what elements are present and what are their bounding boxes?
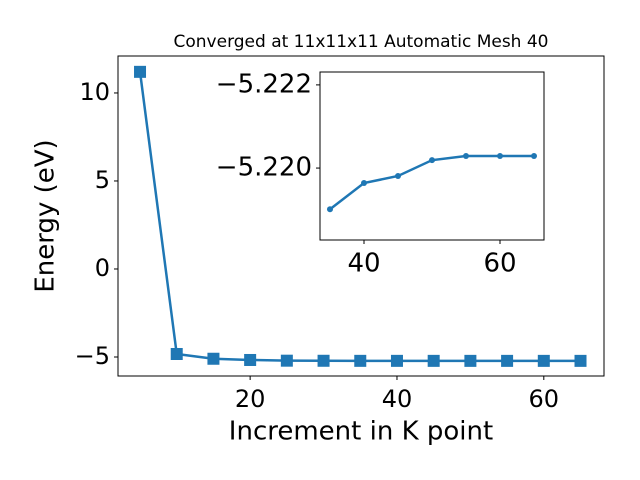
y-tick-label: 5 [95, 166, 110, 194]
chart-title: Converged at 11x11x11 Automatic Mesh 40 [174, 32, 549, 52]
y-tick-label: −5.222 [216, 69, 312, 99]
marker [394, 172, 401, 179]
marker [537, 354, 550, 367]
marker [390, 354, 403, 367]
x-axis-label: Increment in K point [229, 417, 493, 447]
y-tick-label: −5.220 [216, 153, 312, 183]
marker [574, 354, 587, 367]
marker [326, 206, 333, 213]
marker [427, 354, 440, 367]
marker [354, 354, 367, 367]
marker [501, 354, 514, 367]
marker [317, 354, 330, 367]
x-tick-label: 60 [483, 249, 516, 279]
y-axis-label: Energy (eV) [31, 139, 61, 292]
marker [244, 353, 257, 366]
x-tick-label: 20 [235, 385, 266, 413]
y-tick-label: 0 [95, 254, 110, 282]
marker [280, 354, 293, 367]
y-tick-label: 10 [79, 78, 110, 106]
marker [531, 153, 538, 159]
marker [463, 153, 470, 159]
marker [134, 65, 147, 78]
x-tick-label: 40 [382, 385, 413, 413]
marker [170, 347, 183, 360]
x-tick-label: 60 [529, 385, 560, 413]
x-tick-label: 40 [347, 249, 380, 279]
marker [207, 352, 220, 365]
marker [464, 354, 477, 367]
marker [360, 180, 367, 187]
marker [497, 153, 504, 159]
marker [429, 157, 435, 164]
y-tick-label: −5 [75, 342, 110, 370]
